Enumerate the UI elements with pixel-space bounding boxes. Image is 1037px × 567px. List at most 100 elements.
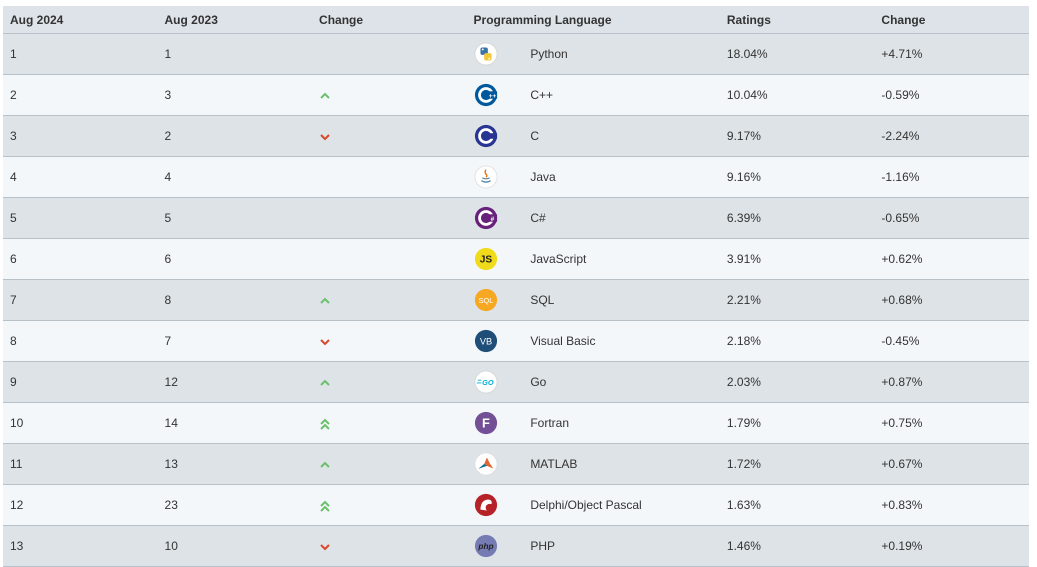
language-name[interactable]: Delphi/Object Pascal [530, 498, 642, 512]
rank-down-icon [320, 339, 330, 346]
language-logo-cell: F [466, 402, 524, 444]
previous-rank-cell: 4 [157, 156, 313, 198]
language-name-cell: C# [523, 197, 720, 239]
svg-text:#: # [490, 216, 494, 223]
previous-rank-cell: 13 [157, 443, 313, 485]
svg-text:VB: VB [479, 337, 491, 347]
table-row[interactable]: 6 6 JS JavaScript 3.91% +0.62% [3, 238, 1029, 280]
rank-change-cell [312, 361, 467, 403]
rank-change-cell [312, 484, 467, 526]
current-rank-cell: 2 [3, 74, 158, 116]
language-name[interactable]: C [530, 129, 539, 143]
language-name[interactable]: C++ [530, 88, 553, 102]
current-rank-cell: 3 [3, 115, 158, 157]
header-rating-change[interactable]: Change [874, 6, 1029, 34]
table-row[interactable]: 7 8 SQL SQL 2.21% +0.68% [3, 279, 1029, 321]
rating-change-cell: +0.62% [874, 238, 1029, 280]
rating-cell: 1.46% [719, 525, 875, 567]
c-logo-icon [474, 124, 497, 148]
table-row[interactable]: 13 10 php PHP 1.46% +0.19% [3, 525, 1029, 567]
tiobe-index-table-container: Aug 2024 Aug 2023 Change Programming Lan… [3, 6, 1029, 567]
rating-cell: 3.91% [719, 238, 875, 280]
language-name-cell: C [523, 115, 720, 157]
table-row[interactable]: 10 14 F Fortran 1.79% +0.75% [3, 402, 1029, 444]
previous-rank-cell: 3 [157, 74, 313, 116]
language-logo-cell: ++ [466, 74, 524, 116]
fortran-logo-icon: F [474, 411, 497, 435]
language-name[interactable]: MATLAB [530, 457, 578, 471]
language-name[interactable]: Java [530, 170, 556, 184]
language-logo-cell: GO [466, 361, 524, 403]
table-row[interactable]: 5 5 # C# 6.39% -0.65% [3, 197, 1029, 239]
language-name[interactable]: PHP [530, 539, 555, 553]
language-name-cell: SQL [523, 279, 720, 321]
language-logo-cell: VB [466, 320, 524, 362]
current-rank-cell: 1 [3, 33, 158, 75]
table-row[interactable]: 4 4 Java 9.16% -1.16% [3, 156, 1029, 198]
language-name[interactable]: Visual Basic [530, 334, 596, 348]
rating-change-cell: +0.19% [874, 525, 1029, 567]
current-rank-cell: 10 [3, 402, 158, 444]
previous-rank-cell: 12 [157, 361, 313, 403]
rating-cell: 2.18% [719, 320, 875, 362]
current-rank-cell: 7 [3, 279, 158, 321]
rank-change-cell [312, 156, 467, 198]
language-name[interactable]: SQL [530, 293, 555, 307]
rating-cell: 1.63% [719, 484, 875, 526]
table-row[interactable]: 9 12 GO Go 2.03% +0.87% [3, 361, 1029, 403]
rank-change-cell [312, 74, 467, 116]
language-name-cell: Java [523, 156, 720, 198]
header-ratings[interactable]: Ratings [719, 6, 875, 34]
rating-change-cell: +0.83% [874, 484, 1029, 526]
rank-down-icon [320, 544, 330, 551]
language-name[interactable]: Python [530, 47, 568, 61]
rating-cell: 2.21% [719, 279, 875, 321]
delphi-logo-icon [474, 493, 497, 517]
header-programming-language[interactable]: Programming Language [466, 6, 720, 34]
previous-rank-cell: 2 [157, 115, 313, 157]
rank-change-cell [312, 443, 467, 485]
language-name-cell: Python [523, 33, 720, 75]
rating-change-cell: -2.24% [874, 115, 1029, 157]
language-name[interactable]: C# [530, 211, 546, 225]
language-name[interactable]: JavaScript [530, 252, 587, 266]
table-row[interactable]: 11 13 MATLAB 1.72% +0.67% [3, 443, 1029, 485]
language-logo-cell: SQL [466, 279, 524, 321]
php-logo-icon: php [474, 534, 497, 558]
java-logo-icon [474, 165, 498, 189]
rating-cell: 6.39% [719, 197, 875, 239]
language-name-cell: Go [523, 361, 720, 403]
current-rank-cell: 11 [3, 443, 158, 485]
rating-cell: 9.16% [719, 156, 875, 198]
svg-text:SQL: SQL [478, 296, 493, 305]
python-logo-icon [474, 42, 498, 66]
language-name[interactable]: Fortran [530, 416, 569, 430]
rank-double-up-icon [320, 500, 330, 512]
previous-rank-cell: 8 [157, 279, 313, 321]
table-row[interactable]: 12 23 Delphi/Object Pascal 1.63% +0.83% [3, 484, 1029, 526]
svg-text:JS: JS [479, 255, 492, 266]
rating-cell: 9.17% [719, 115, 875, 157]
rank-change-cell [312, 197, 467, 239]
rating-cell: 10.04% [719, 74, 875, 116]
language-logo-cell: JS [466, 238, 524, 280]
header-previous-rank[interactable]: Aug 2023 [157, 6, 313, 34]
rank-change-cell [312, 238, 467, 280]
table-row[interactable]: 1 1 Python 18.04% +4.71% [3, 33, 1029, 75]
table-row[interactable]: 3 2 C 9.17% -2.24% [3, 115, 1029, 157]
rating-cell: 1.79% [719, 402, 875, 444]
rank-down-icon [320, 134, 330, 141]
rating-change-cell: +0.87% [874, 361, 1029, 403]
rank-change-cell [312, 525, 467, 567]
svg-text:++: ++ [488, 93, 496, 100]
language-name-cell: JavaScript [523, 238, 720, 280]
header-current-rank[interactable]: Aug 2024 [3, 6, 158, 34]
table-row[interactable]: 2 3 ++ C++ 10.04% -0.59% [3, 74, 1029, 116]
tiobe-index-table: Aug 2024 Aug 2023 Change Programming Lan… [3, 6, 1029, 567]
rank-change-cell [312, 33, 467, 75]
header-rank-change[interactable]: Change [312, 6, 467, 34]
table-row[interactable]: 8 7 VB Visual Basic 2.18% -0.45% [3, 320, 1029, 362]
svg-text:GO: GO [482, 378, 494, 387]
language-name[interactable]: Go [530, 375, 547, 389]
current-rank-cell: 13 [3, 525, 158, 567]
